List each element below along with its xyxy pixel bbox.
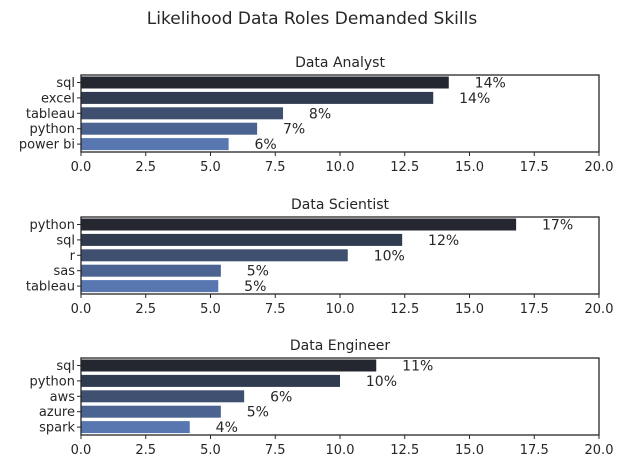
category-label: azure	[39, 405, 75, 420]
bar-tableau	[81, 107, 284, 120]
panel-title: Data Scientist	[291, 197, 390, 213]
data-label: 6%	[255, 137, 277, 153]
data-label: 5%	[247, 405, 269, 421]
x-tick-label: 7.5	[265, 160, 286, 175]
bar-r	[81, 249, 348, 262]
x-tick-label: 17.5	[520, 160, 549, 175]
x-tick-label: 7.5	[265, 302, 286, 317]
data-label: 10%	[374, 248, 405, 264]
bar-spark	[81, 421, 190, 434]
data-label: 7%	[283, 122, 305, 138]
x-tick-label: 17.5	[520, 302, 549, 317]
category-label: sas	[53, 264, 75, 279]
x-tick-label: 20.0	[585, 302, 614, 317]
x-tick-label: 17.5	[520, 443, 549, 458]
category-label: sql	[56, 359, 75, 374]
bar-sql	[81, 359, 377, 372]
x-tick-label: 10.0	[326, 443, 355, 458]
bar-excel	[81, 91, 434, 104]
x-tick-label: 10.0	[326, 160, 355, 175]
bar-aws	[81, 390, 245, 403]
x-tick-label: 2.5	[135, 302, 156, 317]
bar-tableau	[81, 280, 219, 293]
category-label: r	[70, 249, 76, 264]
x-tick-label: 15.0	[455, 160, 484, 175]
bar-sql	[81, 233, 403, 246]
x-tick-label: 2.5	[135, 160, 156, 175]
x-tick-label: 5.0	[200, 302, 221, 317]
x-tick-label: 5.0	[200, 443, 221, 458]
data-label: 11%	[402, 359, 433, 375]
x-tick-label: 0.0	[71, 302, 92, 317]
data-label: 5%	[244, 279, 266, 295]
x-tick-label: 12.5	[390, 302, 419, 317]
data-label: 12%	[428, 233, 459, 249]
bar-python	[81, 218, 517, 231]
x-tick-label: 15.0	[455, 443, 484, 458]
category-label: spark	[39, 421, 75, 436]
data-label: 14%	[475, 76, 506, 92]
panel-1: Data Analyst sql 14% excel 14% tableau 8% pytho…	[19, 55, 614, 175]
bar-python	[81, 374, 340, 387]
bar-azure	[81, 405, 221, 418]
figure-title: Likelihood Data Roles Demanded Skills	[147, 9, 478, 29]
data-label: 5%	[247, 264, 269, 280]
category-label: aws	[50, 390, 76, 405]
category-label: sql	[56, 233, 75, 248]
x-tick-label: 2.5	[135, 443, 156, 458]
bar-sql	[81, 76, 449, 89]
panel-3: Data Engineer sql 11% python 10% aws 6% azure 5%…	[30, 338, 614, 458]
bar-python	[81, 122, 258, 135]
x-tick-label: 10.0	[326, 302, 355, 317]
category-label: power bi	[19, 138, 75, 153]
x-tick-label: 0.0	[71, 160, 92, 175]
x-tick-label: 20.0	[585, 443, 614, 458]
category-label: excel	[41, 91, 75, 106]
x-tick-label: 15.0	[455, 302, 484, 317]
x-tick-label: 5.0	[200, 160, 221, 175]
x-tick-label: 20.0	[585, 160, 614, 175]
category-label: tableau	[26, 107, 75, 122]
x-tick-label: 0.0	[71, 443, 92, 458]
data-label: 8%	[309, 106, 331, 122]
panel-title: Data Engineer	[290, 338, 390, 354]
panel-2: Data Scientist python 17% sql 12% r 10% sas 5% ta…	[26, 197, 614, 317]
data-label: 14%	[459, 91, 490, 107]
bar-power-bi	[81, 138, 229, 151]
x-tick-label: 12.5	[390, 443, 419, 458]
x-tick-label: 7.5	[265, 443, 286, 458]
category-label: python	[30, 218, 75, 233]
panel-title: Data Analyst	[295, 55, 385, 71]
data-label: 10%	[366, 374, 397, 390]
x-tick-label: 12.5	[390, 160, 419, 175]
data-label: 6%	[270, 389, 292, 405]
category-label: sql	[56, 76, 75, 91]
bar-sas	[81, 264, 221, 277]
data-label: 17%	[542, 218, 573, 234]
data-label: 4%	[216, 420, 238, 436]
category-label: python	[30, 374, 75, 389]
category-label: tableau	[26, 280, 75, 295]
category-label: python	[30, 122, 75, 137]
